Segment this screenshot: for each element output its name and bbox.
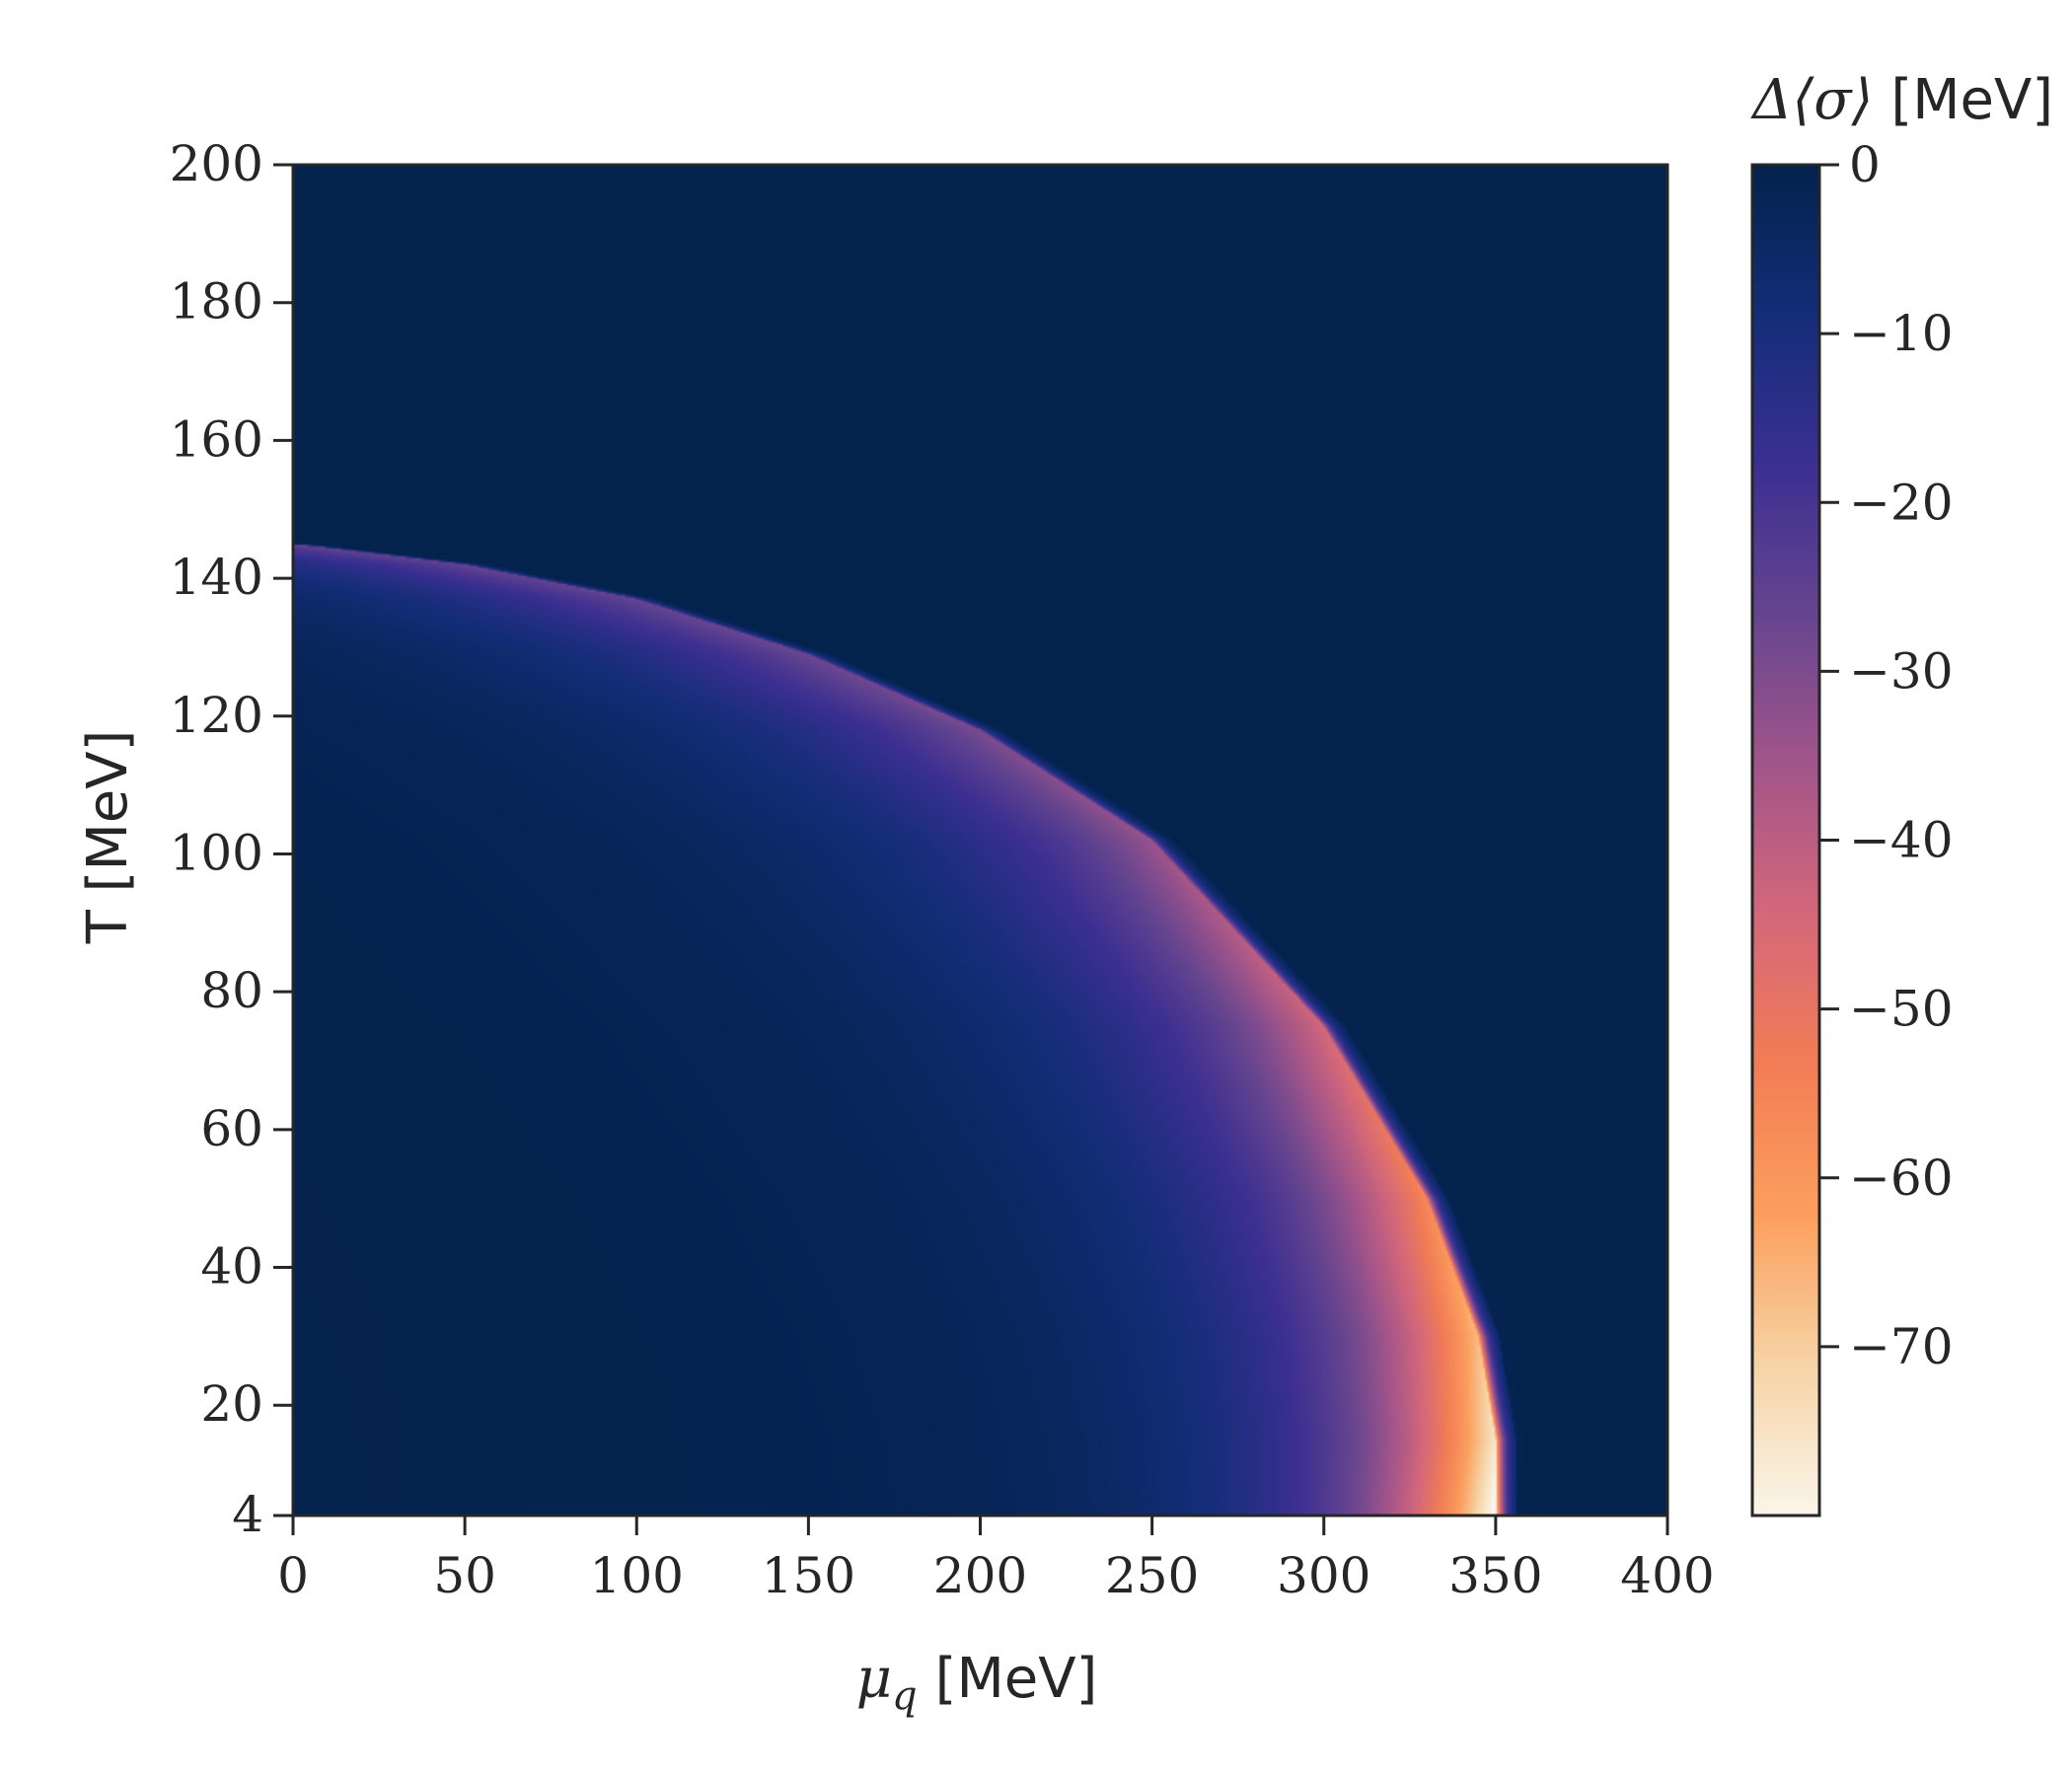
y-tick-label: 20 (200, 1375, 263, 1433)
y-tick-label: 120 (170, 687, 263, 744)
x-tick-label: 100 (590, 1547, 684, 1604)
colorbar-tick-label: −30 (1849, 642, 1954, 700)
x-tick-label: 150 (762, 1547, 855, 1604)
x-tick-label: 200 (933, 1547, 1027, 1604)
colorbar-tick-label: −50 (1849, 981, 1954, 1038)
y-tick-label: 140 (170, 549, 263, 606)
x-tick-label: 250 (1105, 1547, 1199, 1604)
y-tick-label: 80 (200, 962, 263, 1019)
x-axis: 0 50 100 150 200 250 300 350 400 (277, 1516, 1715, 1604)
y-tick-label: 40 (200, 1238, 263, 1295)
x-tick-label: 350 (1448, 1547, 1542, 1604)
colorbar-tick-label: −40 (1849, 812, 1954, 869)
y-axis: 4 20 40 60 80 100 120 140 160 180 200 (170, 135, 293, 1543)
colorbar-tick-label: −20 (1849, 474, 1954, 531)
colorbar (1752, 165, 1819, 1516)
y-tick-label: 180 (170, 273, 263, 331)
x-tick-label: 0 (277, 1547, 309, 1604)
colorbar-axis: 0 −10 −20 −30 −40 −50 −60 −70 (1819, 136, 1954, 1375)
colorbar-title: Δ⟨σ⟩ [MeV] (1750, 68, 2053, 132)
x-tick-label: 50 (433, 1547, 496, 1604)
colorbar-tick-label: 0 (1849, 136, 1881, 193)
colorbar-tick-label: −60 (1849, 1149, 1954, 1207)
y-tick-label: 160 (170, 410, 263, 468)
heatmap-image (293, 165, 1667, 1516)
x-tick-label: 400 (1620, 1547, 1714, 1604)
y-tick-label: 200 (170, 135, 263, 192)
y-axis-title: T [MeV] (76, 730, 140, 945)
y-tick-label: 100 (170, 824, 263, 881)
y-tick-label: 4 (232, 1486, 263, 1543)
x-axis-title: μq [MeV] (856, 1647, 1098, 1719)
x-tick-label: 300 (1277, 1547, 1370, 1604)
y-tick-label: 60 (200, 1100, 263, 1157)
colorbar-tick-label: −70 (1849, 1318, 1954, 1375)
colorbar-tick-label: −10 (1849, 305, 1954, 362)
